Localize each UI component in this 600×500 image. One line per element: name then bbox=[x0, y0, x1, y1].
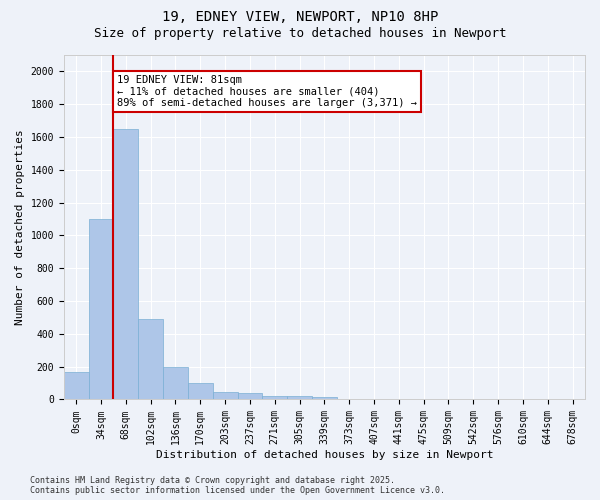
Bar bbox=[188, 383, 212, 400]
Bar bbox=[212, 392, 238, 400]
X-axis label: Distribution of detached houses by size in Newport: Distribution of detached houses by size … bbox=[155, 450, 493, 460]
Bar bbox=[287, 396, 312, 400]
Text: Size of property relative to detached houses in Newport: Size of property relative to detached ho… bbox=[94, 28, 506, 40]
Text: Contains HM Land Registry data © Crown copyright and database right 2025.
Contai: Contains HM Land Registry data © Crown c… bbox=[30, 476, 445, 495]
Y-axis label: Number of detached properties: Number of detached properties bbox=[15, 130, 25, 325]
Bar bbox=[89, 219, 113, 400]
Bar bbox=[163, 366, 188, 400]
Bar bbox=[138, 319, 163, 400]
Bar bbox=[238, 393, 262, 400]
Text: 19 EDNEY VIEW: 81sqm
← 11% of detached houses are smaller (404)
89% of semi-deta: 19 EDNEY VIEW: 81sqm ← 11% of detached h… bbox=[117, 74, 417, 108]
Bar bbox=[113, 129, 138, 400]
Bar bbox=[64, 372, 89, 400]
Bar bbox=[312, 397, 337, 400]
Bar bbox=[262, 396, 287, 400]
Text: 19, EDNEY VIEW, NEWPORT, NP10 8HP: 19, EDNEY VIEW, NEWPORT, NP10 8HP bbox=[162, 10, 438, 24]
